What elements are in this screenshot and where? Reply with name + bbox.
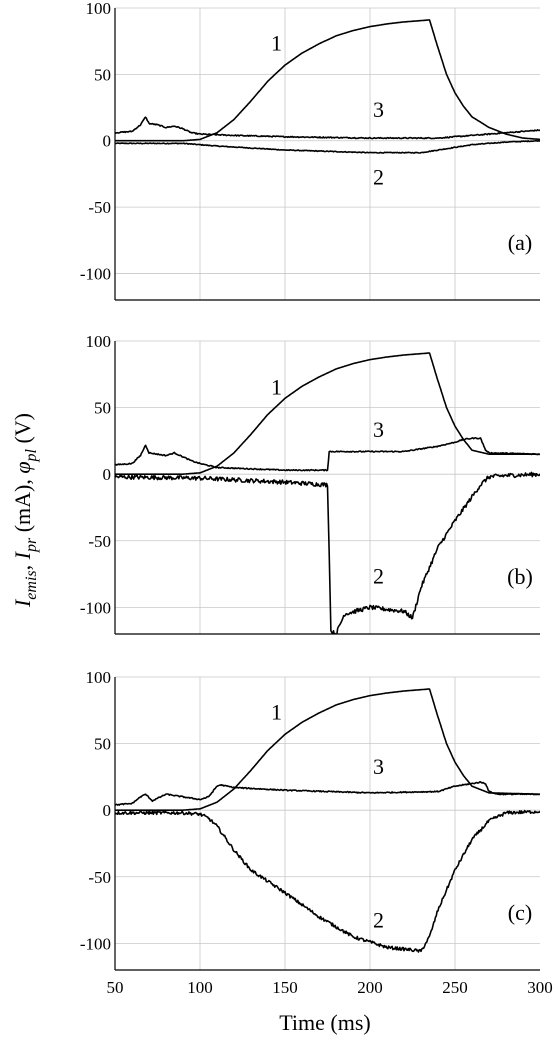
y-tick-label: 0	[103, 801, 112, 820]
y-tick-label: 50	[94, 65, 111, 84]
x-tick-label: 50	[107, 978, 124, 997]
curve-label-1: 1	[271, 700, 282, 725]
series-curve-3	[115, 437, 540, 472]
y-tick-label: -50	[88, 868, 111, 887]
panel-c: 100 50 0 -50 -100 50 100 150 200 250 300 1 2 3 (c)	[80, 668, 553, 997]
y-tick-label: 50	[94, 735, 111, 754]
panel-b: 100 50 0 -50 -100 1 2 3 (b)	[80, 332, 540, 635]
curve-label-1: 1	[271, 374, 282, 399]
series-curve-1	[115, 352, 540, 475]
series-curve-1	[115, 19, 540, 142]
curve-label-2: 2	[373, 907, 384, 932]
x-axis-title: Time (ms)	[279, 1010, 370, 1035]
panel-label: (c)	[508, 900, 532, 925]
y-tick-label: 0	[103, 132, 112, 151]
series-curve-1	[115, 688, 540, 811]
y-title-unit-v: (V)	[10, 413, 35, 449]
x-tick-label: 150	[272, 978, 298, 997]
y-tick-label: 100	[86, 668, 112, 687]
curve-label-2: 2	[373, 563, 384, 588]
y-tick-label: 50	[94, 399, 111, 418]
series-curve-2	[115, 139, 540, 154]
y-title-sub-pl: pl	[23, 448, 40, 462]
y-title-sep: ,	[10, 559, 35, 570]
series-curve-2	[115, 471, 540, 634]
panel-a: 100 50 0 -50 -100 1 2 3 (a)	[80, 0, 540, 301]
curve-label-2: 2	[373, 165, 384, 190]
series-curve-2	[115, 809, 540, 953]
y-tick-label: 100	[86, 332, 112, 351]
curve-label-3: 3	[373, 754, 384, 779]
y-title-unit-ma: (mA),	[10, 474, 35, 538]
x-tick-label: 250	[442, 978, 468, 997]
y-title-i-emis: I	[10, 598, 35, 608]
y-tick-label: -50	[88, 198, 111, 217]
y-tick-label: -100	[80, 264, 111, 283]
series-curve-3	[115, 781, 540, 807]
y-axis-title: Iemis, Ipr (mA), φpl (V)	[10, 413, 40, 608]
x-tick-label: 200	[357, 978, 383, 997]
y-title-phi: φ	[10, 461, 35, 473]
panel-label: (a)	[508, 230, 532, 255]
x-tick-label: 300	[527, 978, 553, 997]
curve-label-3: 3	[373, 417, 384, 442]
y-title-sub-pr: pr	[23, 537, 40, 553]
y-tick-label: -50	[88, 532, 111, 551]
y-title-sub-emis: emis	[23, 570, 40, 599]
panels: 100500-50-100123(a)100500-50-100123(b)10…	[80, 0, 553, 997]
series-curve-3	[115, 116, 540, 140]
x-tick-label: 100	[187, 978, 213, 997]
y-tick-label: 100	[86, 0, 112, 18]
curve-label-1: 1	[271, 30, 282, 55]
y-tick-label: -100	[80, 934, 111, 953]
y-tick-label: -100	[80, 598, 111, 617]
y-tick-label: 0	[103, 465, 112, 484]
y-title-i-pr: I	[10, 550, 35, 560]
curve-label-3: 3	[373, 97, 384, 122]
panel-label: (b)	[507, 564, 533, 589]
